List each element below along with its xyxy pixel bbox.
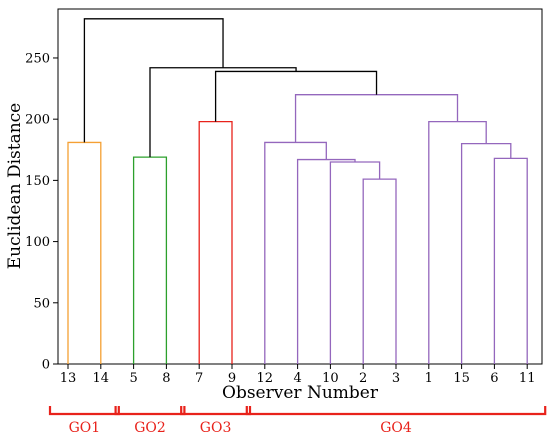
y-tick-label: 200 bbox=[25, 113, 50, 128]
x-tick-label: 1 bbox=[425, 371, 433, 386]
dendrogram-link bbox=[329, 161, 381, 364]
y-tick-label: 100 bbox=[25, 235, 50, 250]
group-bracket bbox=[245, 406, 547, 416]
x-tick-label: 10 bbox=[322, 371, 339, 386]
dendrogram-link bbox=[294, 94, 459, 143]
x-tick-label: 5 bbox=[129, 371, 137, 386]
x-tick-label: 11 bbox=[519, 371, 536, 386]
dendrogram-link bbox=[460, 143, 512, 364]
dendrogram-link bbox=[296, 158, 356, 364]
x-tick-label: 12 bbox=[257, 371, 274, 386]
dendrogram-link bbox=[264, 141, 327, 364]
x-tick-label: 13 bbox=[60, 371, 77, 386]
x-tick-label: 3 bbox=[392, 371, 400, 386]
dendrogram-link bbox=[67, 141, 102, 364]
x-tick-label: 6 bbox=[490, 371, 498, 386]
group-brackets: GO1 GO2 GO3 GO4 bbox=[48, 406, 547, 436]
plot-frame bbox=[57, 8, 543, 365]
x-tick-label: 8 bbox=[162, 371, 170, 386]
group-bracket bbox=[48, 406, 120, 416]
group-label: GO3 bbox=[200, 420, 232, 436]
group-label: GO4 bbox=[380, 420, 412, 436]
x-tick-label: 7 bbox=[195, 371, 203, 386]
x-axis-ticks: 13 14 5 8 7 9 12 4 10 2 3 1 15 6 11 bbox=[60, 364, 536, 386]
y-tick-label: 0 bbox=[42, 358, 50, 373]
dendrogram-link bbox=[428, 120, 487, 364]
dendrogram-link bbox=[83, 18, 224, 143]
x-tick-label: 15 bbox=[453, 371, 470, 386]
dendrogram-link bbox=[149, 67, 297, 158]
dendrogram-links bbox=[67, 18, 528, 364]
group-bracket bbox=[114, 406, 186, 416]
x-tick-label: 9 bbox=[228, 371, 236, 386]
dendrogram-link bbox=[493, 157, 528, 364]
dendrogram-link bbox=[362, 178, 397, 364]
y-tick-label: 50 bbox=[33, 296, 50, 311]
dendrogram-link bbox=[132, 156, 168, 364]
y-axis-ticks: 0 50 100 150 200 250 bbox=[25, 51, 58, 373]
group-label: GO1 bbox=[69, 420, 101, 436]
group-bracket bbox=[180, 406, 252, 416]
x-tick-label: 2 bbox=[359, 371, 367, 386]
y-axis-title: Euclidean Distance bbox=[5, 103, 25, 269]
x-axis-title: Observer Number bbox=[222, 383, 379, 403]
y-tick-label: 150 bbox=[25, 174, 50, 189]
y-tick-label: 250 bbox=[25, 51, 50, 66]
x-tick-label: 14 bbox=[93, 371, 110, 386]
group-label: GO2 bbox=[134, 420, 166, 436]
dendrogram-link bbox=[198, 120, 233, 364]
x-tick-label: 4 bbox=[293, 371, 301, 386]
